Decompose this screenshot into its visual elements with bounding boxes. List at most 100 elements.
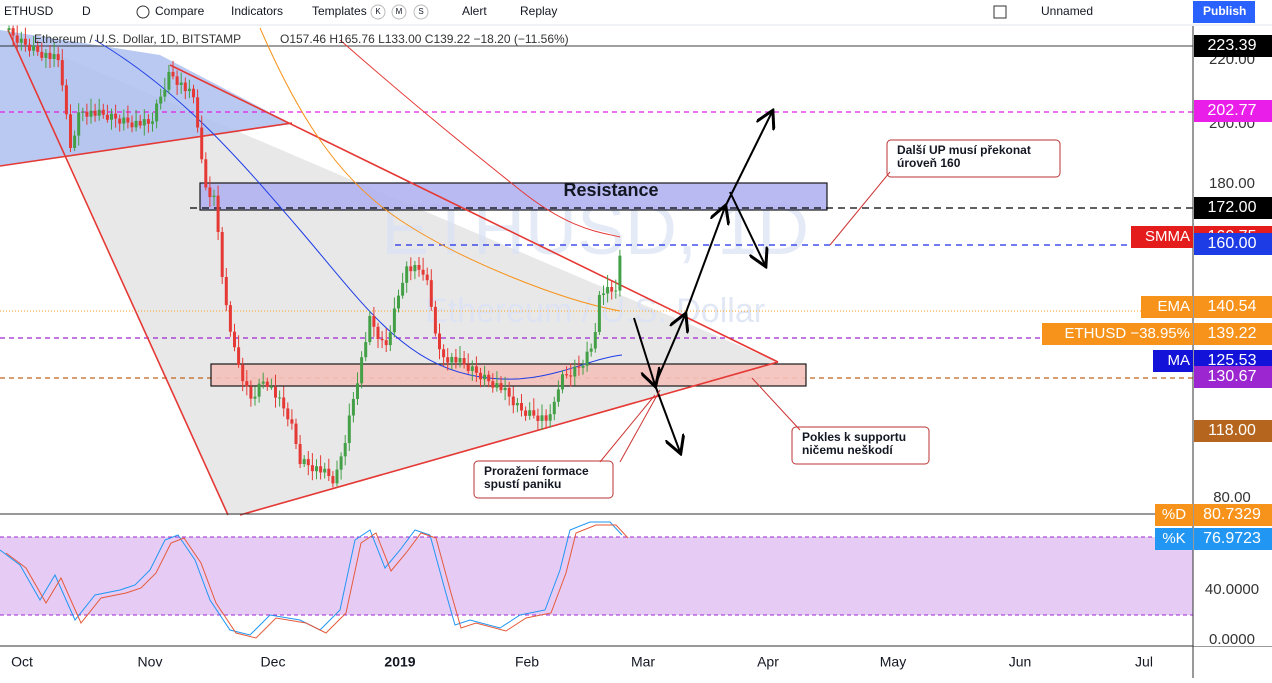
candle [171, 71, 175, 77]
candle [405, 266, 409, 283]
publish-button[interactable] [1193, 1, 1255, 23]
candle [491, 381, 495, 388]
toolbar-button[interactable]: Replay [520, 4, 557, 18]
candle [179, 82, 183, 85]
symbol[interactable]: ETHUSD [4, 4, 54, 18]
candle [44, 52, 48, 58]
candle [503, 387, 507, 391]
price-label: 160.00 [1208, 235, 1257, 252]
candle [364, 342, 368, 358]
compare-icon [136, 5, 150, 19]
arrow [684, 207, 725, 316]
candle [261, 381, 265, 384]
price-tag: SMMA [1145, 228, 1190, 245]
price-label: 172.00 [1208, 199, 1257, 216]
candle [294, 423, 298, 444]
wedge-area [0, 30, 292, 166]
price-label-box [1194, 233, 1272, 255]
note-pointer [619, 389, 661, 463]
settings-icon [993, 5, 1007, 19]
candle [220, 232, 224, 277]
candle [249, 386, 253, 399]
candle [52, 54, 56, 59]
time-label: Oct [11, 654, 33, 670]
stoch-label: 80.7329 [1203, 506, 1261, 523]
candle [187, 88, 191, 92]
support-zone [210, 363, 807, 387]
toolbar-button[interactable]: Compare [155, 4, 205, 18]
toolbar-button[interactable]: Indicators [231, 4, 283, 18]
candle [511, 396, 515, 406]
note-text: úroveň 160 [897, 156, 961, 170]
candle [343, 443, 347, 457]
candle [569, 375, 573, 377]
candle [565, 374, 569, 376]
candle [573, 366, 577, 377]
price-label-box [1194, 35, 1272, 57]
candle [552, 401, 556, 415]
arrow [729, 191, 765, 265]
candle [126, 117, 130, 123]
candle [269, 386, 273, 388]
candle [7, 28, 11, 30]
arrow [633, 317, 655, 385]
legend-symbol: Ethereum / U.S. Dollar, 1D, BITSTAMP [34, 32, 241, 46]
time-label: Jun [1009, 654, 1032, 670]
candle [392, 308, 396, 333]
time-label: May [880, 654, 906, 670]
candle [335, 469, 339, 484]
candle [438, 333, 441, 350]
candle [339, 456, 343, 470]
price-tag: MA [1168, 352, 1191, 369]
candle [28, 44, 31, 51]
note-text: Pokles k supportu [802, 430, 906, 444]
candle [97, 109, 101, 116]
candle [32, 45, 36, 51]
candle [597, 295, 601, 332]
letter[interactable]: S [418, 7, 423, 16]
candle [212, 195, 216, 198]
candle [224, 277, 228, 306]
price-label-box [1194, 197, 1272, 219]
price-tag-box [1153, 350, 1193, 372]
note-text: spustí paniku [484, 477, 561, 491]
candle [69, 114, 72, 148]
candle [265, 381, 269, 387]
candle [372, 315, 376, 327]
stoch-d [5, 524, 629, 639]
candle [421, 269, 425, 275]
toolbar-button[interactable]: Alert [462, 4, 487, 18]
candle [40, 51, 44, 58]
letter-icon [370, 4, 386, 20]
letter[interactable]: M [396, 7, 403, 16]
candle [159, 96, 163, 104]
candle [19, 38, 23, 43]
layout-name[interactable]: Unnamed [1041, 4, 1093, 18]
toolbar-button[interactable]: Templates [312, 4, 367, 18]
candle [315, 466, 318, 472]
candle [499, 383, 503, 391]
candle [524, 410, 528, 416]
price-label: 125.53 [1208, 352, 1257, 369]
publish-text[interactable]: Publish [1203, 4, 1246, 18]
time-label: Nov [138, 654, 163, 670]
price-label-box [1194, 366, 1272, 388]
price-label: 130.67 [1208, 368, 1257, 385]
letter[interactable]: K [375, 7, 381, 16]
candle [544, 415, 548, 421]
candle [241, 364, 245, 382]
legend-ohlc: O157.46 H165.76 L133.00 C139.22 −18.20 (… [280, 32, 569, 46]
candle [114, 113, 118, 119]
candle [192, 88, 195, 98]
candle [93, 110, 97, 116]
candle [520, 403, 523, 411]
candle [450, 356, 454, 363]
candle [15, 35, 19, 43]
candle [89, 110, 93, 117]
interval[interactable]: D [82, 4, 91, 18]
ema-line [259, 27, 621, 312]
candle [81, 111, 85, 113]
candle [479, 372, 482, 380]
candle [200, 127, 204, 160]
arrow [654, 315, 685, 386]
